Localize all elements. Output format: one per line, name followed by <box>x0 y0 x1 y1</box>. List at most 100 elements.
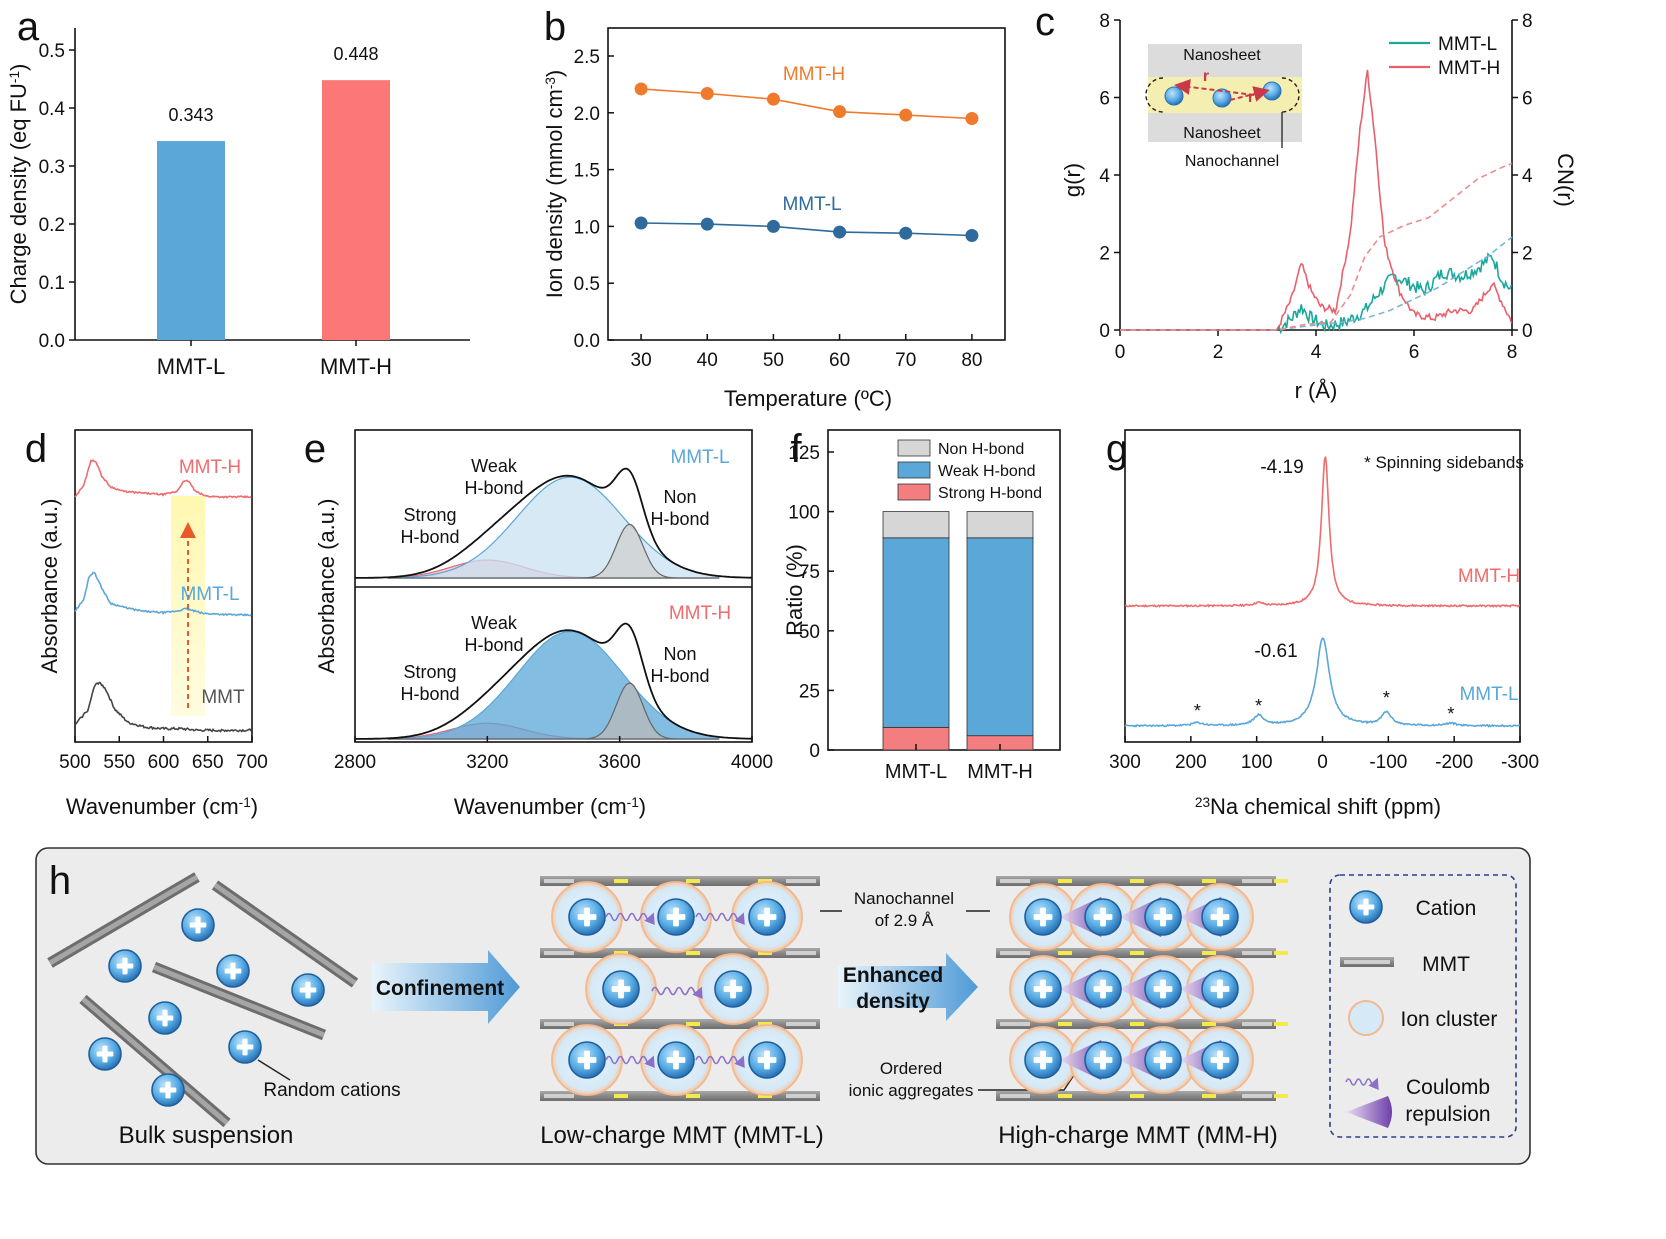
x-tick-label: 650 <box>192 752 224 773</box>
x-tick-label: 4 <box>1311 342 1322 363</box>
cation-plus-bar <box>102 1045 108 1063</box>
pointer-line <box>257 1059 291 1081</box>
mmt-sheet-highlight <box>544 1094 574 1098</box>
data-point <box>700 217 714 231</box>
data-point <box>833 225 847 239</box>
x-axis-label: Temperature (ºC) <box>724 386 892 411</box>
axis-label-sup: -3 <box>543 77 558 89</box>
bar-value-label: 0.448 <box>333 44 378 64</box>
x-tick-label: 3200 <box>466 752 508 773</box>
cation-plus-bar <box>584 1050 590 1070</box>
panel-label: g <box>1106 427 1128 471</box>
panel-e: e WeakH-bondStrongH-bondNonH-bondMMT-LWea… <box>304 427 773 819</box>
inset-arrow <box>1229 86 1270 102</box>
legend-repulsion-cone <box>1346 1096 1392 1128</box>
cation-plus-bar <box>1100 907 1106 927</box>
stacked-segment <box>882 537 950 728</box>
charge-site <box>758 951 772 955</box>
x-tick-label: 3600 <box>599 752 641 773</box>
x-tick-label: 4000 <box>731 752 773 773</box>
fit-component <box>388 682 719 740</box>
sideband-marker: * <box>1194 701 1201 721</box>
peak-label: Weak <box>471 456 518 476</box>
x-axis-label: Wavenumber (cm-1) <box>454 794 646 819</box>
charge-site <box>1058 951 1072 955</box>
peak-label: H-bond <box>464 635 523 655</box>
panel-b: b 0.0 0.5 1.0 1.5 2.0 2.5 30 40 50 60 70 80 MMT-H MMT-… <box>542 5 1006 411</box>
legend-label: MMT-H <box>1438 58 1500 79</box>
mmt-sheet-highlight <box>1242 951 1272 955</box>
mmt-sheet-highlight <box>213 882 357 986</box>
peak-label: H-bond <box>650 666 709 686</box>
cation-plus-bar <box>122 957 128 975</box>
cation-plus-bar <box>1160 979 1166 999</box>
data-point <box>766 219 780 233</box>
cation-plus-bar <box>673 1050 679 1070</box>
legend-label-coulomb: Coulomb <box>1406 1076 1490 1099</box>
cation-plus-bar <box>1040 907 1046 927</box>
data-point <box>965 111 979 125</box>
y-tick-label-right: 4 <box>1522 166 1533 187</box>
legend-label-repulsion: repulsion <box>1405 1103 1490 1126</box>
legend-swatch <box>897 439 931 457</box>
label-high-charge: High-charge MMT (MM-H) <box>998 1122 1278 1149</box>
cation-plus-bar <box>764 1050 770 1070</box>
x-tick-label: 2800 <box>334 752 376 773</box>
nmr-spectrum <box>1124 637 1521 728</box>
charge-site <box>1202 1022 1216 1026</box>
sideband-marker: * <box>1255 696 1262 716</box>
charge-site <box>1058 1094 1072 1098</box>
axis-label-main: Ion density (mmol cm <box>542 89 567 298</box>
panel-label: a <box>17 5 40 49</box>
process-arrow <box>838 953 978 1021</box>
mmt-sheet-highlight <box>1000 951 1030 955</box>
peak-label: H-bond <box>400 527 459 547</box>
y-tick-label: 0 <box>809 741 820 762</box>
charge-site <box>686 1022 700 1026</box>
y-tick-label: 0.5 <box>39 41 65 62</box>
label-bulk-suspension: Bulk suspension <box>119 1122 294 1149</box>
data-point <box>634 82 648 96</box>
label-enhanced: Enhanced <box>843 964 943 987</box>
inset-cation <box>1212 88 1232 108</box>
cation-plus-bar <box>230 962 236 980</box>
cation-plus-bar <box>1363 898 1369 916</box>
inset-arrow <box>1174 79 1263 97</box>
sample-label: MMT-H <box>669 603 731 624</box>
cn-curve <box>1120 162 1513 331</box>
x-tick-label: 60 <box>829 350 850 371</box>
cation-plus-bar <box>162 1009 168 1027</box>
charge-site <box>1202 1094 1216 1098</box>
fit-component <box>388 523 719 579</box>
x-tick-label: 70 <box>895 350 916 371</box>
x-tick-label: 50 <box>763 350 784 371</box>
mmt-sheet <box>540 1091 820 1101</box>
series-label: MMT-L <box>180 584 239 605</box>
mmt-sheet-highlight <box>153 964 325 1038</box>
cation-plus-bar <box>305 981 311 999</box>
cation-plus-bar <box>1100 979 1106 999</box>
axis-label-main: Na chemical shift (ppm) <box>1210 794 1441 819</box>
x-axis-label: Wavenumber (cm-1) <box>66 794 258 819</box>
x-tick-label: 6 <box>1409 342 1420 363</box>
x-tick-label: 700 <box>236 752 268 773</box>
panel-h: h Random cations Bulk suspension Confinemen… <box>35 847 1531 1165</box>
series-label: MMT-H <box>783 64 845 85</box>
charge-site <box>1130 1094 1144 1098</box>
mmt-sheet-highlight <box>1242 1094 1272 1098</box>
coulomb-arrow <box>605 912 655 926</box>
y-axis-label-left: g(r) <box>1060 163 1085 197</box>
process-arrow <box>372 950 520 1024</box>
label-low-charge: Low-charge MMT (MMT-L) <box>540 1122 824 1149</box>
data-point <box>766 92 780 106</box>
panel-label: b <box>544 5 566 49</box>
spectrum-line <box>74 459 252 499</box>
rdf-curve <box>1120 252 1513 335</box>
inset-label-bottom: Nanosheet <box>1183 125 1261 142</box>
axis-label-sup: -1 <box>239 795 251 810</box>
series-line <box>641 222 972 237</box>
mmt-sheet-highlight <box>81 997 229 1125</box>
x-tick-label: -100 <box>1369 752 1407 773</box>
spectrum-line <box>74 681 252 733</box>
cation-plus-bar <box>1040 1050 1046 1070</box>
